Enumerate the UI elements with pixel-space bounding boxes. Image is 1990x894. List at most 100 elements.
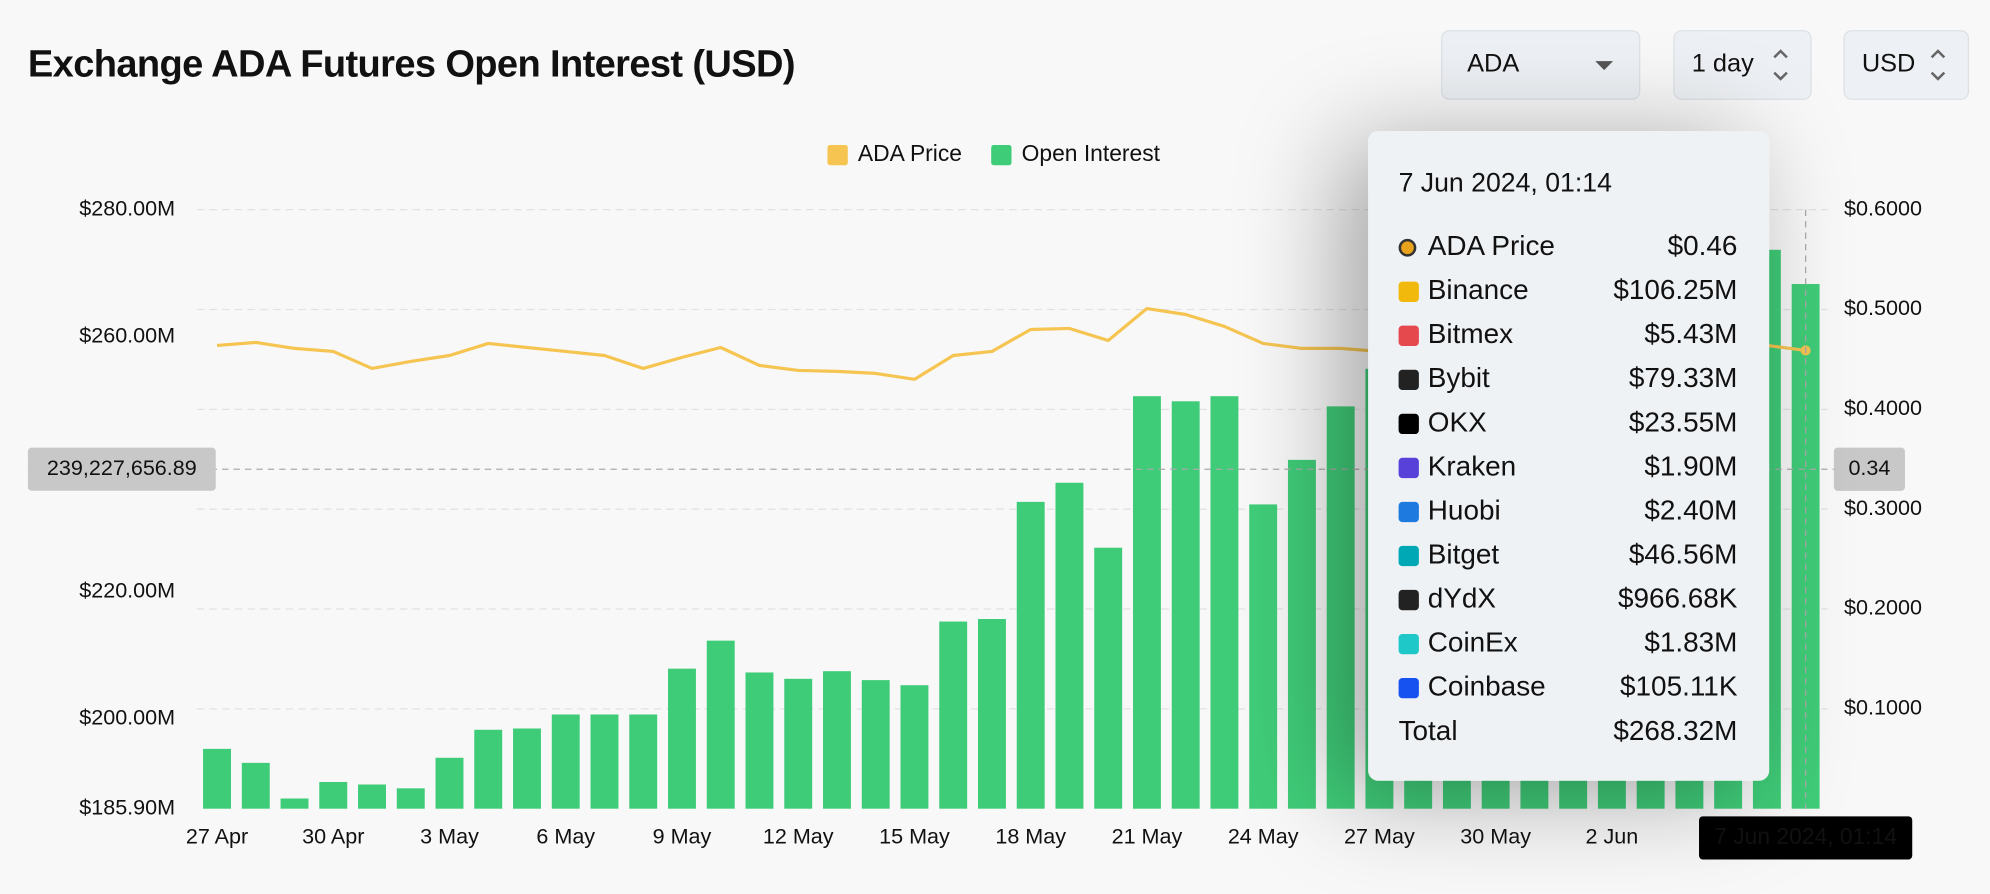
dropdown[interactable] bbox=[1441, 30, 1641, 100]
tooltip-total-name: Total bbox=[1399, 715, 1458, 746]
x-tick-label: 6 May bbox=[536, 824, 595, 849]
dropdown[interactable] bbox=[1673, 30, 1812, 100]
x-label-highlight bbox=[1699, 816, 1913, 860]
row-icon bbox=[1398, 281, 1419, 302]
bar bbox=[668, 668, 696, 809]
legend-label: ADA Price bbox=[858, 140, 962, 166]
bar bbox=[1326, 406, 1355, 809]
y2-tick-label: $0.3000 bbox=[1844, 495, 1922, 520]
x-tick-label: 24 May bbox=[1228, 824, 1299, 849]
bar bbox=[1055, 482, 1084, 809]
x-tick-label: 12 May bbox=[763, 824, 834, 849]
y2-tick-label: $0.4000 bbox=[1844, 395, 1922, 420]
tooltip-name: Bitmex bbox=[1428, 318, 1513, 349]
tooltip-name: Bybit bbox=[1428, 362, 1490, 393]
legend-swatch bbox=[991, 144, 1012, 166]
x-tick-label: 15 May bbox=[879, 824, 950, 849]
bar bbox=[1016, 501, 1045, 809]
bar bbox=[939, 621, 968, 809]
tooltip-name: OKX bbox=[1428, 406, 1487, 437]
bar bbox=[823, 671, 851, 809]
bar bbox=[396, 788, 425, 809]
controls: ADA 1 day USD bbox=[1441, 30, 1970, 100]
y2-tick-label: $0.6000 bbox=[1844, 195, 1922, 220]
bar bbox=[551, 714, 580, 809]
tooltip-name: ADA Price bbox=[1428, 230, 1555, 261]
crosshair-y2-box bbox=[1833, 447, 1905, 491]
row-icon bbox=[1398, 457, 1419, 479]
row-icon bbox=[1398, 413, 1419, 435]
tooltip-name: Kraken bbox=[1428, 450, 1516, 481]
tooltip-value: $1.83M bbox=[1644, 626, 1737, 657]
row-icon bbox=[1398, 633, 1419, 655]
x-tick-label: 30 May bbox=[1460, 824, 1531, 849]
y2-tick-label: $0.5000 bbox=[1844, 295, 1922, 320]
tooltip-name: Bitget bbox=[1428, 538, 1500, 569]
tooltip-value: $5.43M bbox=[1644, 318, 1737, 349]
crosshair-y-label: 239,227,656.89 bbox=[47, 455, 197, 480]
row-icon bbox=[1398, 545, 1419, 567]
x-tick-label: 3 May bbox=[420, 824, 479, 849]
x-tick-label: 27 Apr bbox=[186, 824, 248, 849]
tooltip-value: $0.46 bbox=[1668, 230, 1738, 261]
tooltip: 7 Jun 2024, 01:14 ADA Price $0.46 Binance $1… bbox=[1368, 130, 1770, 781]
x-tick-label: 27 May bbox=[1344, 824, 1415, 849]
row-icon bbox=[1398, 238, 1417, 257]
bar bbox=[629, 714, 658, 809]
dropdown-label: USD bbox=[1862, 50, 1916, 78]
y-tick-label: $185.90M bbox=[79, 794, 175, 819]
chart-title: Exchange ADA Futures Open Interest (USD) bbox=[28, 43, 795, 85]
bar bbox=[474, 729, 503, 809]
bar bbox=[1132, 396, 1161, 809]
y2-tick-label: $0.1000 bbox=[1844, 695, 1922, 720]
tooltip-name: Binance bbox=[1428, 274, 1529, 305]
row-icon bbox=[1398, 325, 1419, 346]
tooltip-value: $106.25M bbox=[1613, 274, 1737, 305]
y-tick-label: $280.00M bbox=[79, 195, 175, 220]
tooltip-value: $2.40M bbox=[1644, 494, 1737, 525]
bar bbox=[1287, 459, 1316, 809]
y-tick-label: $260.00M bbox=[79, 323, 175, 348]
y-tick-label: $200.00M bbox=[79, 705, 175, 730]
row-icon bbox=[1398, 501, 1419, 523]
tooltip-name: dYdX bbox=[1428, 582, 1497, 613]
bar bbox=[784, 678, 813, 809]
bar bbox=[319, 781, 348, 809]
legend-swatch bbox=[827, 144, 848, 166]
x-tick-label: 2 Jun bbox=[1586, 824, 1639, 849]
y-tick-label: $220.00M bbox=[79, 577, 175, 602]
dropdown[interactable] bbox=[1843, 30, 1970, 100]
tooltip-value: $46.56M bbox=[1629, 538, 1738, 569]
bar bbox=[1094, 547, 1123, 809]
bar bbox=[358, 784, 386, 809]
bar bbox=[745, 672, 774, 809]
caret bbox=[1595, 61, 1614, 71]
x-tick-label: 30 Apr bbox=[302, 824, 364, 849]
bar bbox=[435, 757, 464, 809]
crosshair-y2-label: 0.34 bbox=[1848, 455, 1890, 480]
dropdown-label: 1 day bbox=[1692, 50, 1754, 78]
tooltip-name: CoinEx bbox=[1428, 626, 1518, 657]
row-icon bbox=[1398, 369, 1419, 391]
tooltip-name: Huobi bbox=[1428, 494, 1501, 525]
dropdown-label: ADA bbox=[1467, 50, 1519, 78]
tooltip-name: Coinbase bbox=[1428, 671, 1546, 702]
tooltip-value: $966.68K bbox=[1618, 582, 1738, 613]
legend-label: Open Interest bbox=[1022, 140, 1161, 166]
tooltip-box bbox=[1368, 130, 1770, 781]
bar bbox=[513, 728, 541, 809]
tooltip-value: $105.11K bbox=[1620, 671, 1738, 702]
tooltip-value: $1.90M bbox=[1644, 450, 1737, 481]
bar bbox=[241, 762, 270, 809]
tooltip-value: $23.55M bbox=[1629, 406, 1738, 437]
spinner bbox=[1930, 49, 1946, 81]
bar bbox=[203, 748, 231, 809]
bar bbox=[280, 798, 309, 809]
tooltip-total-value: $268.32M bbox=[1613, 715, 1737, 746]
x-tick-label: 18 May bbox=[995, 824, 1066, 849]
bar bbox=[1249, 504, 1278, 809]
bar bbox=[706, 640, 735, 809]
bar bbox=[977, 618, 1006, 809]
